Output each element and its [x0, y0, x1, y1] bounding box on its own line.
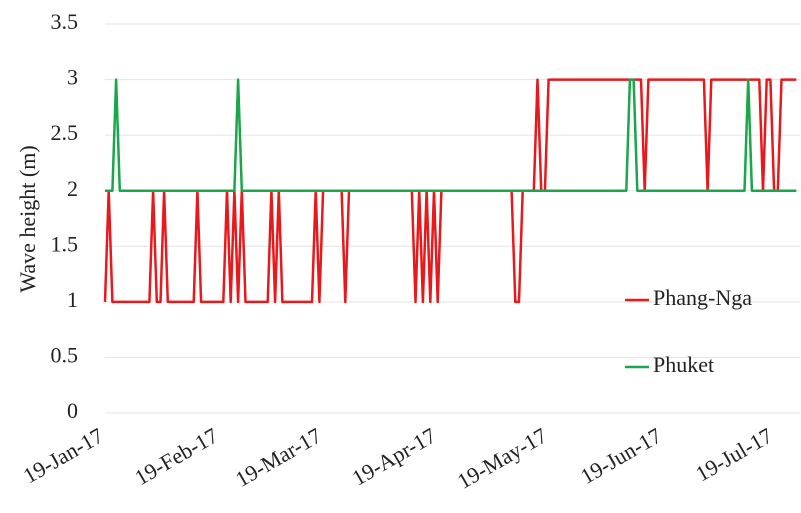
- y-tick-label: 2.5: [51, 120, 79, 145]
- legend-label: Phang-Nga: [653, 285, 752, 310]
- y-tick-label: 2: [67, 176, 78, 201]
- y-tick-label: 0.5: [51, 342, 79, 367]
- legend-label: Phuket: [653, 352, 714, 377]
- x-tick-label: 19-Jan-17: [19, 423, 108, 489]
- y-tick-label: 3: [67, 65, 78, 90]
- y-tick-label: 0: [67, 398, 78, 423]
- y-axis-label: Wave height (m): [15, 145, 40, 292]
- y-tick-label: 3.5: [51, 9, 79, 34]
- y-tick-label: 1: [67, 287, 78, 312]
- x-tick-label: 19-Jun-17: [576, 423, 666, 489]
- x-tick-label: 19-Mar-17: [231, 423, 326, 492]
- y-tick-label: 1.5: [51, 231, 79, 256]
- x-tick-label: 19-Apr-17: [348, 423, 441, 491]
- x-tick-label: 19-May-17: [453, 423, 551, 494]
- x-tick-label: 19-Feb-17: [130, 423, 222, 490]
- x-tick-label: 19-Jul-17: [691, 423, 777, 487]
- series-line: [105, 78, 797, 192]
